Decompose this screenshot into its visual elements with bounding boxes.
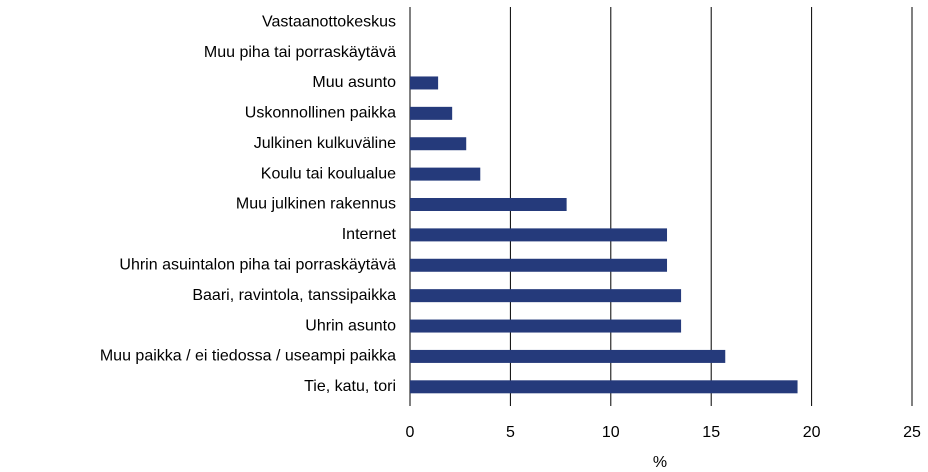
bar	[410, 258, 668, 272]
x-axis-label: %	[653, 454, 667, 471]
y-tick-label: Uskonnollinen paikka	[245, 105, 396, 122]
y-tick-label: Uhrin asunto	[305, 317, 396, 334]
bar	[410, 228, 668, 242]
bar	[410, 106, 453, 120]
x-tick-label: 5	[506, 424, 515, 441]
y-tick-label: Uhrin asuintalon piha tai porraskäytävä	[119, 256, 396, 273]
bar	[410, 380, 798, 394]
y-tick-label: Muu paikka / ei tiedossa / useampi paikk…	[100, 348, 396, 365]
x-tick-label: 20	[803, 424, 821, 441]
y-tick-label: Muu piha tai porraskäytävä	[204, 44, 396, 61]
y-tick-label: Julkinen kulkuväline	[254, 135, 396, 152]
bar	[410, 76, 439, 90]
x-tick-label: 15	[702, 424, 720, 441]
y-tick-label: Muu asunto	[312, 74, 396, 91]
y-tick-label: Internet	[342, 226, 397, 243]
x-tick-label: 0	[406, 424, 415, 441]
y-tick-label: Muu julkinen rakennus	[236, 196, 396, 213]
bar	[410, 198, 567, 211]
bar	[410, 319, 682, 333]
y-tick-label: Vastaanottokeskus	[262, 13, 396, 30]
y-tick-label: Koulu tai koulualue	[261, 165, 396, 182]
bar	[410, 289, 682, 303]
bar	[410, 349, 726, 363]
x-tick-label: 25	[903, 424, 921, 441]
bar	[410, 167, 481, 181]
x-tick-label: 10	[602, 424, 620, 441]
bar	[410, 137, 467, 151]
y-tick-label: Tie, katu, tori	[304, 378, 396, 395]
y-tick-label: Baari, ravintola, tanssipaikka	[192, 287, 396, 304]
